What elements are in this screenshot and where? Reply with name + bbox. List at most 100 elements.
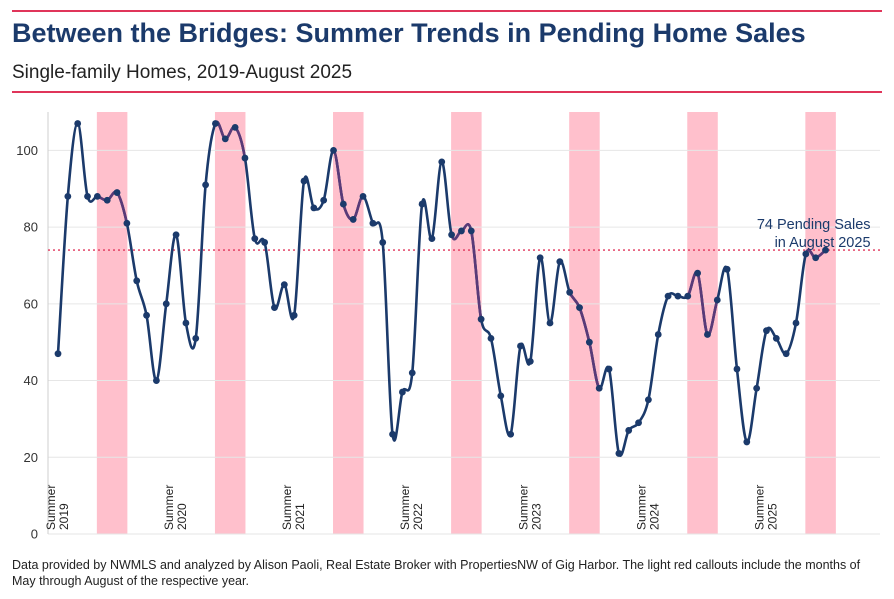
- data-point: [812, 254, 820, 262]
- x-tick-label: 2024: [647, 503, 661, 530]
- data-point: [54, 350, 62, 358]
- data-point: [743, 438, 751, 446]
- data-point: [271, 304, 278, 312]
- y-tick-label: 20: [24, 450, 38, 465]
- x-tick-label: Summer: [634, 485, 648, 530]
- summer-band-7: [805, 112, 836, 534]
- summer-band-2: [214, 112, 246, 534]
- data-point: [556, 258, 564, 266]
- data-point: [280, 281, 288, 289]
- series-line-summer: [568, 291, 601, 390]
- source-note: Data provided by NWMLS and analyzed by A…: [12, 558, 861, 588]
- data-point: [143, 311, 150, 319]
- summer-band-1: [96, 112, 128, 534]
- data-point: [202, 181, 210, 189]
- data-point: [428, 235, 436, 243]
- x-tick-label: 2025: [765, 503, 779, 530]
- data-point: [310, 204, 318, 212]
- data-point: [595, 384, 603, 392]
- data-point: [753, 384, 761, 392]
- data-point: [763, 327, 770, 335]
- x-tick-label: 2022: [411, 503, 425, 530]
- data-point: [546, 319, 554, 327]
- series-line-summer: [96, 190, 129, 225]
- data-point: [182, 319, 190, 327]
- data-point: [536, 254, 544, 262]
- data-point: [585, 338, 593, 346]
- data-point: [576, 304, 583, 312]
- data-point: [162, 300, 170, 308]
- data-point: [212, 120, 219, 127]
- data-point: [467, 227, 475, 235]
- data-point: [261, 239, 269, 246]
- data-point: [64, 193, 72, 200]
- data-point: [290, 311, 298, 319]
- x-tick-label: 2023: [529, 503, 543, 530]
- annotation-line-2: in August 2025: [775, 235, 871, 251]
- y-tick-label: 60: [24, 296, 38, 311]
- y-tick-label: 40: [24, 373, 38, 388]
- data-point: [526, 357, 534, 365]
- header-rule: [12, 91, 882, 93]
- series-line-summer: [332, 149, 365, 221]
- data-point: [497, 392, 505, 400]
- data-point: [369, 219, 377, 227]
- data-point: [251, 235, 259, 243]
- annotation-line-1: 74 Pending Sales: [757, 217, 871, 233]
- data-point: [418, 200, 426, 208]
- series-line-summer: [686, 270, 719, 337]
- data-point: [684, 292, 692, 300]
- x-tick-label: Summer: [752, 485, 766, 530]
- data-point: [487, 334, 495, 342]
- data-point: [408, 369, 416, 377]
- data-point: [723, 265, 731, 273]
- y-tick-label: 100: [16, 143, 38, 158]
- x-tick-label: Summer: [44, 485, 58, 530]
- data-point: [84, 193, 91, 200]
- data-point: [123, 219, 131, 227]
- data-point: [802, 250, 810, 258]
- data-point: [517, 342, 524, 350]
- data-point: [605, 365, 613, 373]
- data-point: [654, 331, 662, 338]
- data-point: [359, 193, 367, 200]
- data-point: [349, 216, 357, 223]
- chart-title: Between the Bridges: Summer Trends in Pe…: [12, 18, 806, 48]
- data-point: [674, 292, 682, 300]
- data-point: [713, 296, 721, 304]
- data-point: [192, 334, 200, 342]
- data-point: [645, 396, 652, 404]
- x-tick-label: Summer: [516, 485, 530, 530]
- data-point: [792, 319, 800, 327]
- data-point: [477, 315, 485, 323]
- data-point: [625, 427, 633, 434]
- summer-band-4: [451, 112, 482, 534]
- chart-subtitle: Single-family Homes, 2019-August 2025: [12, 62, 353, 83]
- x-tick-label: 2021: [293, 503, 307, 530]
- data-point: [74, 120, 82, 127]
- data-point: [733, 365, 741, 373]
- data-point: [507, 430, 515, 438]
- data-point: [822, 246, 829, 254]
- data-point: [704, 331, 711, 338]
- data-point: [221, 135, 229, 143]
- data-point: [330, 146, 337, 154]
- data-point: [782, 350, 790, 358]
- data-point: [389, 430, 396, 438]
- data-point: [320, 196, 328, 204]
- summer-band-3: [333, 112, 364, 534]
- data-point: [113, 189, 121, 196]
- data-point: [635, 419, 642, 427]
- data-point: [339, 200, 347, 208]
- data-point: [153, 377, 160, 384]
- data-point: [103, 196, 111, 204]
- data-point: [458, 227, 465, 235]
- data-point: [231, 123, 239, 131]
- data-point: [133, 277, 141, 285]
- data-point: [615, 450, 623, 457]
- data-point: [772, 334, 780, 342]
- series-line-summer: [450, 222, 483, 321]
- data-point: [694, 269, 701, 277]
- x-tick-label: 2020: [175, 503, 189, 530]
